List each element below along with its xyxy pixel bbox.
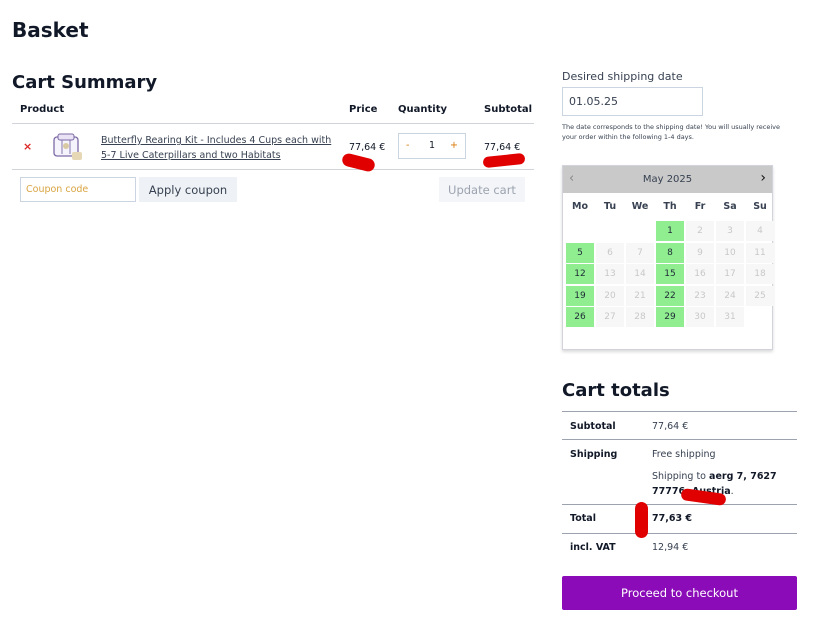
vat-value: 12,94 €	[652, 542, 689, 553]
quantity-value[interactable]: 1	[428, 140, 436, 151]
calendar-day-available[interactable]: 22	[656, 285, 684, 306]
total-value: 77,63 €	[652, 513, 692, 524]
shipping-date-note: The date corresponds to the shipping dat…	[562, 123, 780, 141]
calendar-day-available[interactable]: 15	[656, 264, 684, 284]
calendar-day-disabled: 4	[746, 221, 774, 241]
quantity-minus-button[interactable]: -	[406, 140, 410, 151]
calendar-day-available[interactable]: 19	[566, 285, 594, 306]
shipping-method: Free shipping	[652, 449, 716, 460]
calendar-day-disabled: 28	[626, 307, 654, 327]
weekday-header: Mo	[572, 201, 588, 212]
calendar-day-disabled: 16	[686, 264, 714, 284]
total-label: Total	[570, 513, 596, 524]
weekday-header: Th	[663, 201, 677, 212]
calendar-day-available[interactable]: 8	[656, 242, 684, 263]
subtotal-value: 77,64 €	[652, 421, 689, 432]
calendar-day-disabled: 31	[716, 307, 744, 327]
totals-divider	[562, 439, 797, 440]
calendar-day-available[interactable]: 1	[656, 221, 684, 241]
weekday-header: Sa	[723, 201, 737, 212]
calendar-day-disabled: 18	[746, 264, 774, 284]
calendar-day-disabled: 27	[596, 307, 624, 327]
calendar-day-available[interactable]: 12	[566, 264, 594, 284]
remove-item-icon[interactable]: ×	[23, 140, 33, 153]
item-price: 77,64 €	[349, 142, 386, 153]
calendar-day-disabled: 3	[716, 221, 744, 241]
calendar-day-disabled: 20	[596, 285, 624, 306]
apply-coupon-button[interactable]: Apply coupon	[139, 177, 237, 202]
header-price: Price	[349, 104, 378, 115]
header-quantity: Quantity	[398, 104, 447, 115]
chevron-right-icon[interactable]: ›	[760, 170, 766, 186]
date-picker-calendar: ‹ May 2025 › Mo Tu We Th Fr Sa Su 1 2 3 4 5 6 7 8 9 10 1…	[562, 165, 774, 350]
shipping-label: Shipping	[570, 449, 618, 460]
calendar-day-disabled: 2	[686, 221, 714, 241]
quantity-plus-button[interactable]: +	[450, 140, 458, 151]
shipping-date-label: Desired shipping date	[562, 70, 683, 83]
calendar-day-disabled: 6	[596, 242, 624, 263]
calendar-day-disabled: 11	[746, 242, 774, 263]
cart-summary-title: Cart Summary	[12, 72, 158, 93]
quantity-stepper[interactable]: - 1 +	[398, 133, 466, 159]
calendar-day-disabled: 7	[626, 242, 654, 263]
header-subtotal: Subtotal	[484, 104, 533, 115]
product-name-link[interactable]: Butterfly Rearing Kit - Includes 4 Cups …	[101, 135, 332, 161]
calendar-day-disabled: 21	[626, 285, 654, 306]
weekday-header: Fr	[694, 201, 706, 212]
proceed-to-checkout-button[interactable]: Proceed to checkout	[562, 576, 797, 610]
calendar-day-disabled: 9	[686, 242, 714, 263]
header-product: Product	[20, 104, 65, 115]
calendar-month-title: May 2025	[642, 174, 693, 185]
cart-table: Product Price Quantity Subtotal × Butter…	[12, 96, 534, 170]
weekday-header: Tu	[603, 201, 617, 212]
calendar-day-disabled: 23	[686, 285, 714, 306]
calendar-header: ‹ May 2025 ›	[563, 166, 772, 193]
calendar-day-disabled: 24	[716, 285, 744, 306]
calendar-day-disabled: 17	[716, 264, 744, 284]
subtotal-label: Subtotal	[570, 421, 616, 432]
calendar-day-disabled: 10	[716, 242, 744, 263]
coupon-code-input[interactable]	[20, 177, 136, 202]
cart-table-header: Product Price Quantity Subtotal	[12, 96, 534, 124]
weekday-header: Su	[753, 201, 767, 212]
chevron-left-icon[interactable]: ‹	[569, 171, 575, 186]
calendar-day-available[interactable]: 5	[566, 242, 594, 263]
item-subtotal: 77,64 €	[484, 142, 521, 153]
totals-divider	[562, 504, 797, 505]
calendar-day-available[interactable]: 26	[566, 307, 594, 327]
calendar-day-disabled: 30	[686, 307, 714, 327]
shipping-date-input[interactable]	[562, 87, 703, 116]
butterfly-kit-thumbnail[interactable]	[52, 132, 84, 162]
cart-item-row: × Butterfly Rearing Kit - Includes 4 Cup…	[12, 124, 534, 170]
page-title: Basket	[12, 18, 89, 42]
calendar-day-available[interactable]: 29	[656, 307, 684, 327]
calendar-day-disabled: 25	[746, 285, 774, 306]
cart-totals-title: Cart totals	[562, 380, 670, 401]
calendar-day-disabled: 13	[596, 264, 624, 284]
calendar-day-disabled: 14	[626, 264, 654, 284]
shipping-to-prefix: Shipping to	[652, 471, 710, 482]
redaction-mark	[635, 502, 648, 538]
totals-divider	[562, 411, 797, 412]
update-cart-button[interactable]: Update cart	[439, 177, 525, 202]
weekday-header: We	[631, 201, 649, 212]
totals-divider	[562, 533, 797, 534]
vat-label: incl. VAT	[570, 542, 616, 553]
